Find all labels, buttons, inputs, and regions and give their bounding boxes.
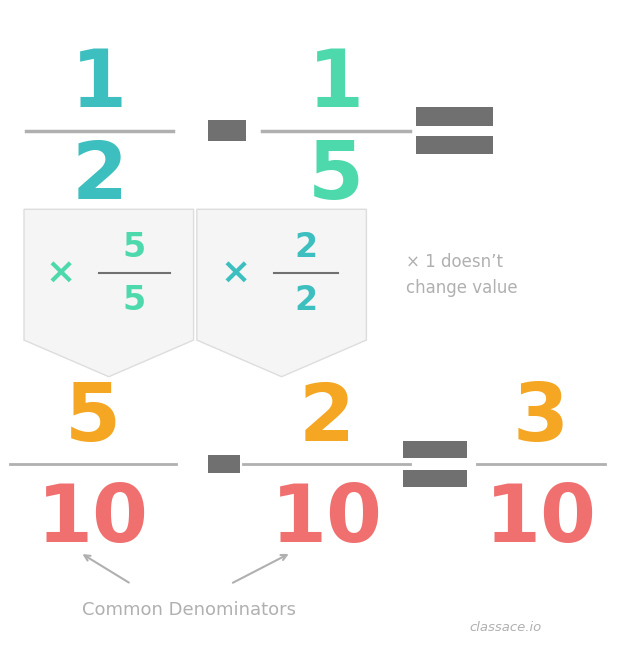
Text: 3: 3 xyxy=(513,379,569,458)
Text: Common Denominators: Common Denominators xyxy=(82,601,296,619)
Text: 1: 1 xyxy=(71,46,127,124)
Text: 5: 5 xyxy=(123,284,146,317)
Text: change value: change value xyxy=(406,279,518,297)
Text: 10: 10 xyxy=(270,481,383,559)
Text: 10: 10 xyxy=(36,481,149,559)
Text: classace.io: classace.io xyxy=(470,621,541,634)
Text: 2: 2 xyxy=(294,231,317,264)
Text: 10: 10 xyxy=(485,481,596,559)
Bar xyxy=(416,136,493,154)
Text: 2: 2 xyxy=(71,137,127,216)
Text: 5: 5 xyxy=(123,231,146,264)
Bar xyxy=(403,470,467,487)
Text: 1: 1 xyxy=(308,46,364,124)
Bar xyxy=(208,120,246,141)
Text: 2: 2 xyxy=(294,284,317,317)
Text: ×: × xyxy=(45,256,76,290)
Text: × 1 doesn’t: × 1 doesn’t xyxy=(406,252,504,271)
Text: 5: 5 xyxy=(65,379,121,458)
Text: 2: 2 xyxy=(298,379,355,458)
Text: ×: × xyxy=(220,256,251,290)
Polygon shape xyxy=(24,209,193,377)
Bar xyxy=(208,455,240,473)
Text: 5: 5 xyxy=(308,137,364,216)
Polygon shape xyxy=(197,209,366,377)
Bar xyxy=(403,441,467,458)
Bar xyxy=(416,107,493,126)
